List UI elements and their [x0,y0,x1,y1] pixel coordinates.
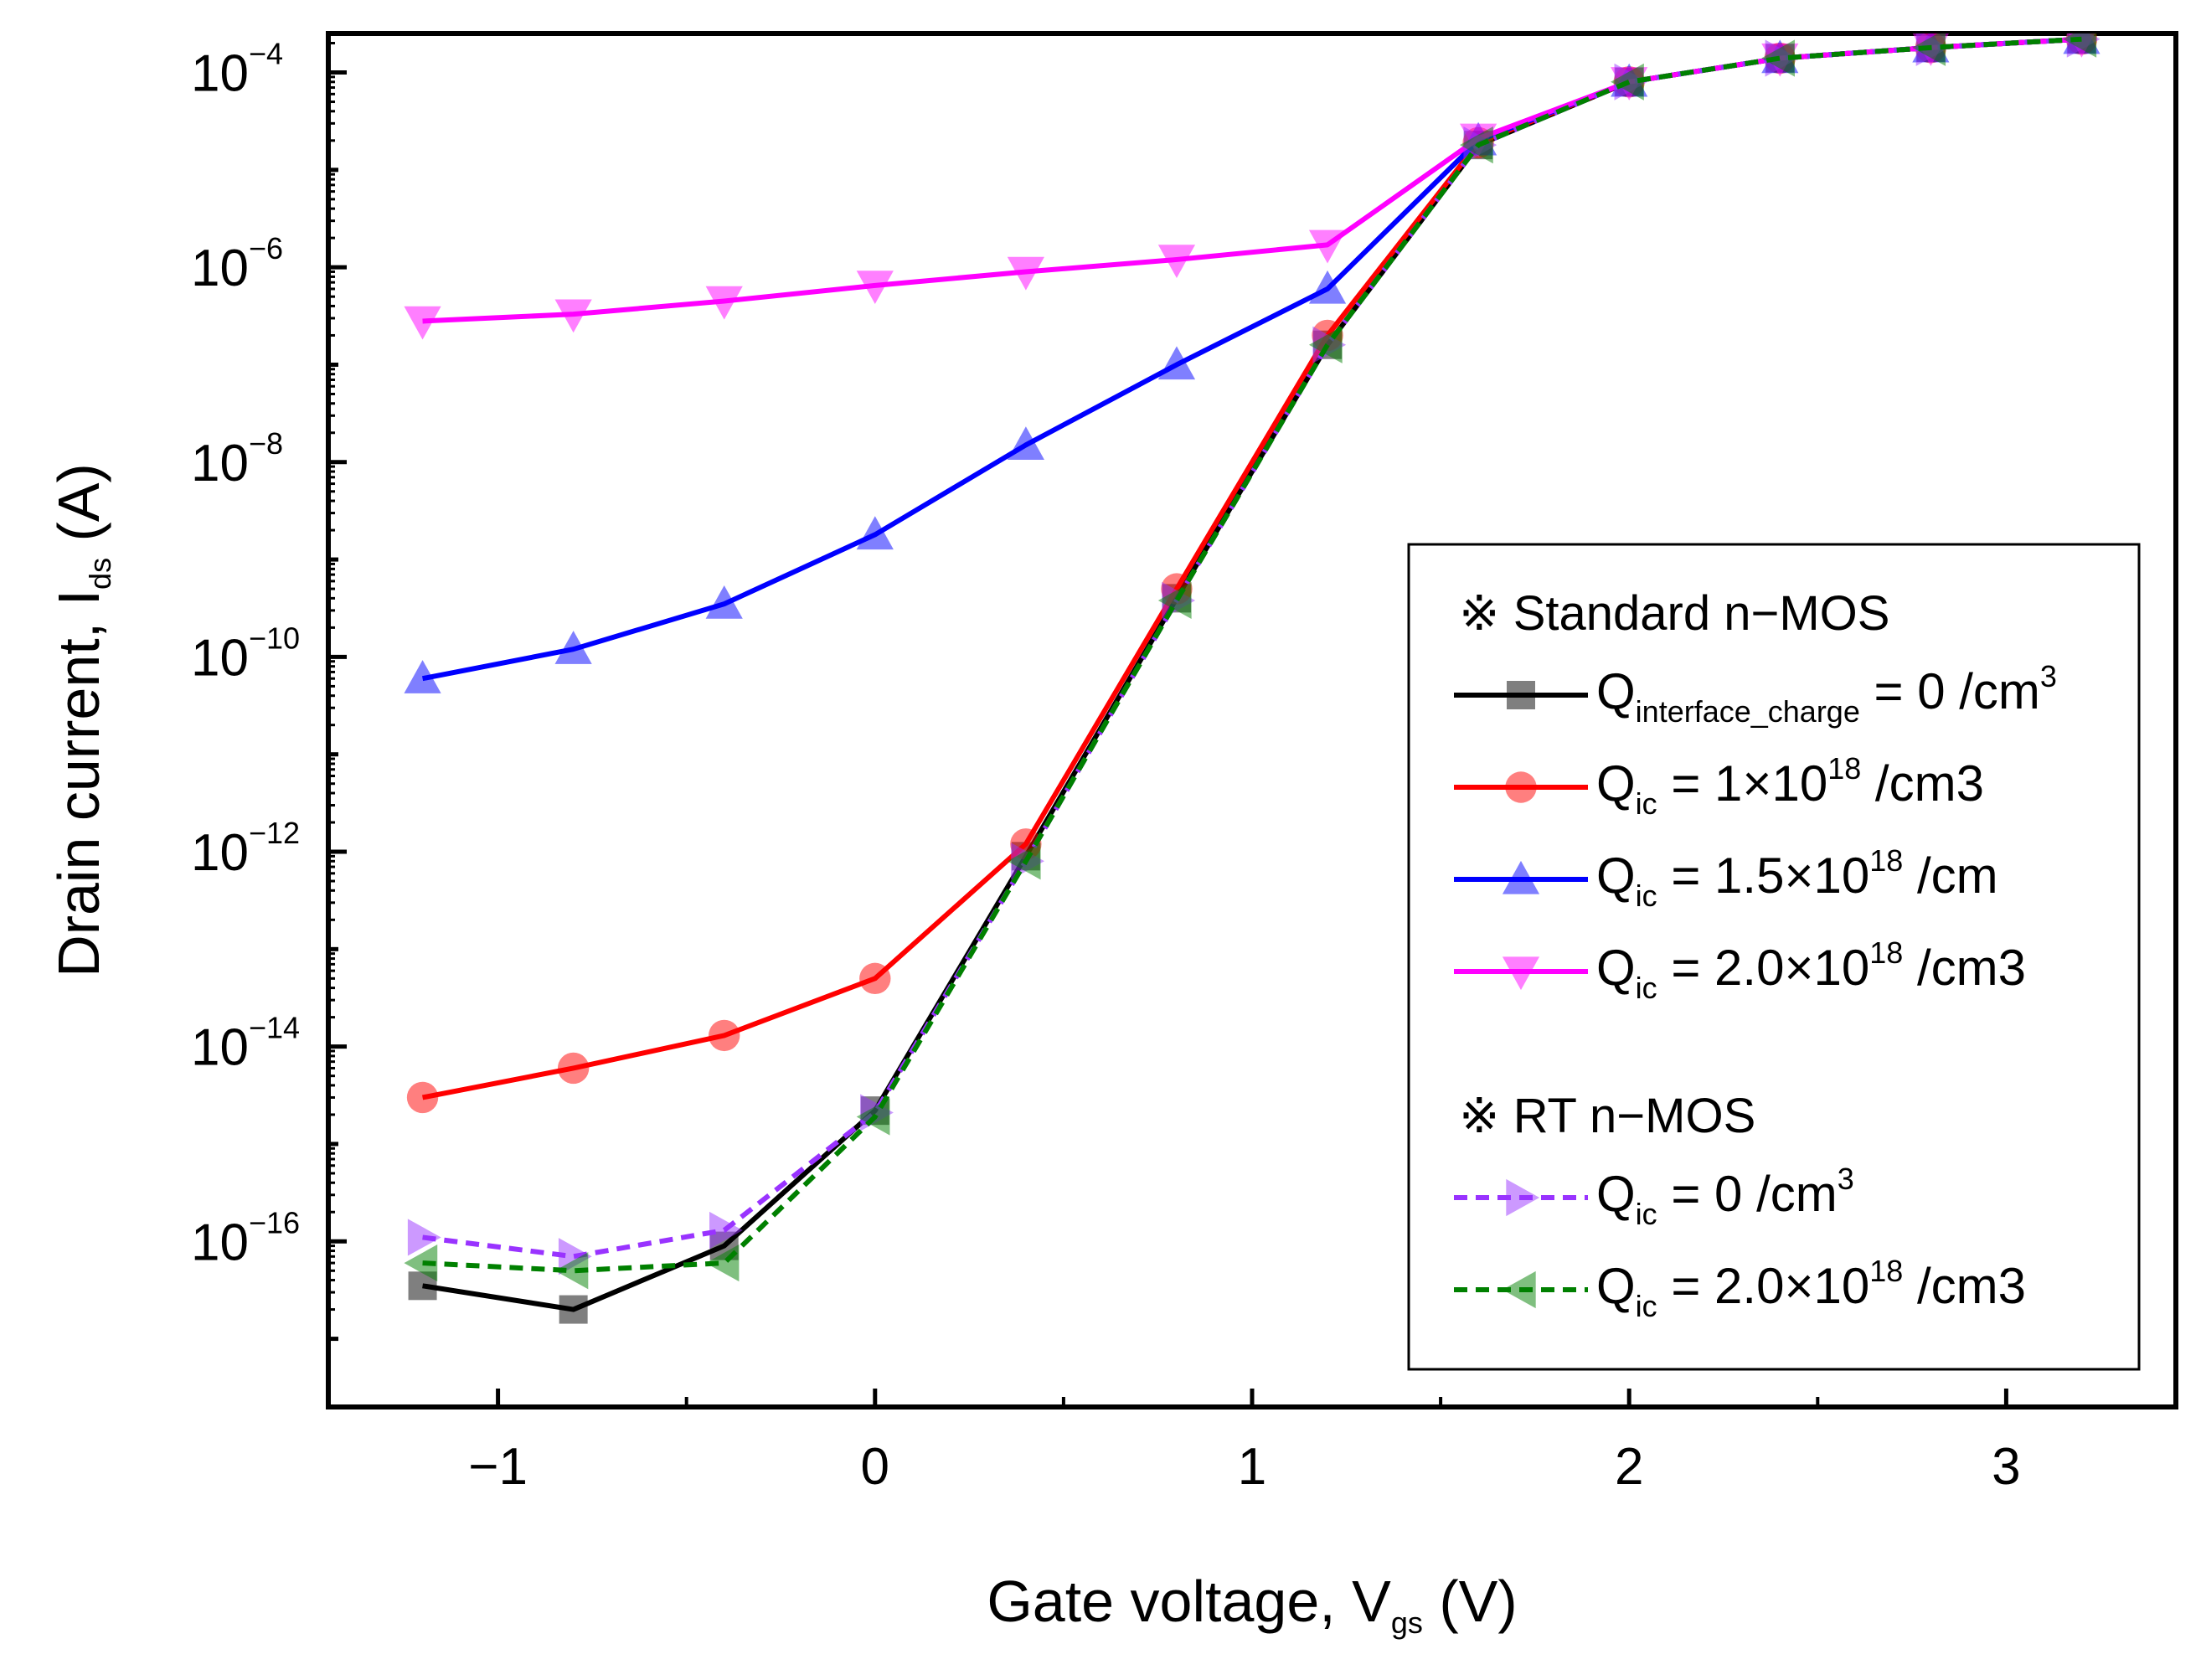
data-point [709,1211,743,1250]
data-point [1611,63,1644,100]
legend-swatches [1454,681,1588,1309]
data-point [1007,256,1044,291]
data-point [1912,33,1946,66]
data-point [554,1252,589,1290]
legend-swatch-marker [1502,1270,1536,1309]
x-tick-label: 3 [1992,1438,2020,1496]
x-tick-label: −1 [468,1438,528,1496]
legend-entry-4: Qic = 0 /cm3 [1596,1162,1854,1231]
data-point [406,1081,439,1114]
legend-entry-1: Qic = 1×1018 /cm3 [1596,751,1984,821]
data-point [1761,39,1795,77]
data-point [404,1244,438,1282]
y-tick-label: 10−14 [191,1011,300,1077]
data-point [1007,426,1044,460]
y-tick-label: 10−8 [191,426,283,492]
data-point [1157,245,1196,279]
data-point [859,962,891,995]
data-point [1460,126,1493,164]
data-point [856,1098,890,1136]
data-point [1308,326,1343,363]
data-point [705,286,743,320]
data-point [705,585,743,619]
x-tick-label: 0 [861,1438,889,1496]
y-tick-label: 10−16 [191,1205,300,1271]
data-point [557,1052,590,1085]
series-line [422,36,2082,324]
legend-swatch-marker [1502,956,1540,991]
legend-entry-5: Qic = 2.0×1018 /cm3 [1596,1254,2026,1323]
data-point [404,306,441,340]
legend-swatch-marker [1507,681,1535,709]
legend-swatch-marker [1502,860,1540,894]
data-point [554,631,592,664]
data-point [705,1244,740,1282]
data-point [1308,270,1347,304]
legend-swatch-marker [1505,771,1537,803]
series-layer [404,33,2100,1324]
data-point [2063,33,2097,58]
legend-entry-0: Qinterface_charge = 0 /cm3 [1596,659,2057,729]
data-point [856,516,894,550]
data-point [407,1219,441,1256]
legend: ※ Standard n−MOS Qinterface_charge = 0 /… [1407,543,2141,1371]
series-5 [404,33,2097,1290]
legend-heading-rt: ※ RT n−MOS [1459,1089,1755,1143]
data-point [709,1019,740,1052]
data-point [559,1295,588,1324]
data-point [1157,346,1196,380]
y-tick-label: 10−12 [191,816,300,882]
y-tick-label: 10−4 [191,37,283,103]
data-point [1007,843,1041,880]
legend-entry-2: Qic = 1.5×1018 /cm [1596,843,1998,913]
y-tick-label: 10−10 [191,621,300,687]
legend-swatch-marker [1506,1178,1540,1217]
data-point [1308,229,1347,264]
y-axis-label: Drain current, Ids (A) [46,463,117,977]
legend-heading-standard: ※ Standard n−MOS [1459,586,1889,641]
data-point [1157,581,1192,620]
legend-entry-3: Qic = 2.0×1018 /cm3 [1596,935,2026,1005]
data-point [856,271,894,305]
data-point [554,299,592,333]
y-tick-label: 10−6 [191,231,283,297]
data-point [404,660,441,693]
x-tick-label: 1 [1238,1438,1266,1496]
axis-ticks: −1 0 1 2 3 10−4 10−6 10−8 10−10 10−12 10−14 10−16 [191,37,2021,1496]
x-tick-label: 2 [1615,1438,1643,1496]
x-axis-label: Gate voltage, Vgs (V) [987,1569,1517,1640]
